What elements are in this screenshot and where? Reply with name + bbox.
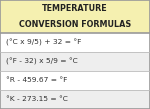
Bar [0, 33, 150, 52]
Text: °K - 273.15 = °C: °K - 273.15 = °C [6, 96, 68, 102]
Text: (°F - 32) x 5/9 = °C: (°F - 32) x 5/9 = °C [6, 58, 78, 65]
Text: CONVERSION FORMULAS: CONVERSION FORMULAS [19, 20, 131, 29]
Bar [0, 71, 150, 90]
Bar [0, 52, 150, 71]
Bar [0, 0, 150, 33]
Text: °R - 459.67 = °F: °R - 459.67 = °F [6, 77, 67, 83]
Text: (°C x 9/5) + 32 = °F: (°C x 9/5) + 32 = °F [6, 39, 81, 46]
Text: TEMPERATURE: TEMPERATURE [42, 4, 108, 13]
Bar [0, 90, 150, 109]
